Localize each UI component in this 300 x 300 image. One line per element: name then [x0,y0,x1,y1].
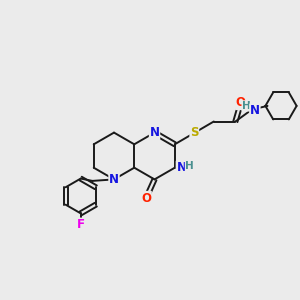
Text: N: N [176,161,186,174]
Text: N: N [250,104,260,117]
Text: O: O [236,96,246,110]
Text: H: H [242,101,251,111]
Text: S: S [190,126,199,140]
Text: N: N [149,126,160,139]
Text: O: O [141,191,151,205]
Text: H: H [185,161,194,171]
Text: F: F [77,218,85,231]
Text: N: N [109,173,119,186]
